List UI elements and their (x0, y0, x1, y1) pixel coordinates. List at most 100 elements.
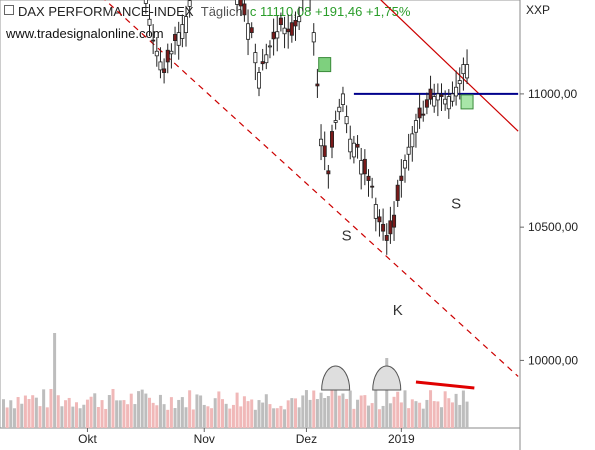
volume-bar (268, 404, 272, 428)
x-tick-label: Okt (78, 432, 97, 446)
volume-bar (111, 388, 115, 428)
volume-bar (5, 407, 9, 428)
volume-bar (326, 396, 330, 428)
candle-body (333, 120, 338, 123)
volume-bar (363, 395, 367, 428)
volume-bar (297, 407, 301, 428)
volume-bar (388, 403, 392, 428)
plot-frame (0, 0, 521, 429)
volume-bar (425, 399, 429, 428)
candle-body (457, 80, 462, 85)
volume-bar (242, 396, 246, 428)
candle-body (454, 86, 459, 97)
volume-bar (359, 395, 363, 428)
candle-body (443, 98, 448, 105)
volume-bar (294, 398, 297, 428)
volume-bar (345, 398, 349, 428)
candle-body (362, 158, 367, 175)
volume-bar (38, 406, 42, 428)
volume-bar (443, 391, 447, 428)
candle-body (282, 27, 287, 35)
candle-body (319, 138, 324, 147)
candle-body (337, 106, 342, 113)
volume-bar (290, 398, 294, 428)
candle-body (402, 160, 407, 169)
volume-bar (399, 402, 403, 428)
candle-body (187, 0, 192, 7)
volume-bar (231, 404, 235, 428)
volume-bar (166, 409, 170, 428)
volume-bar (217, 391, 221, 428)
candle-body (424, 99, 429, 108)
candle-body (406, 146, 411, 155)
volume-bar (228, 408, 232, 428)
volume-bar (235, 392, 239, 428)
candle-body (329, 131, 334, 148)
volume-bar (27, 399, 31, 428)
candle-body (151, 39, 156, 42)
volume-bar (34, 397, 38, 428)
candle-body (413, 120, 418, 133)
candle-body (384, 235, 389, 241)
volume-bar (319, 392, 323, 428)
volume-bar (151, 402, 155, 428)
candle-body (435, 93, 440, 101)
candle-body (392, 214, 397, 228)
volume-bar (429, 390, 433, 428)
volume-bar (118, 400, 122, 428)
volume-bar (403, 390, 407, 428)
y-tick-label: 11000,00 (528, 87, 577, 101)
x-tick-label: Nov (194, 432, 215, 446)
y-tick-label: 10000,00 (528, 353, 578, 367)
volume-bar (100, 400, 104, 428)
volume-dome (321, 365, 351, 391)
volume-bar (454, 393, 458, 428)
volume-bar (213, 398, 217, 428)
volume-bar (42, 389, 46, 428)
pattern-label-s: S (451, 195, 461, 212)
volume-bar (450, 402, 454, 428)
volume-bar (312, 390, 316, 428)
candle-body (158, 61, 163, 71)
candle-body (242, 3, 247, 16)
volume-bar (334, 388, 338, 428)
source-url: www.tradesignalonline.com (6, 26, 164, 41)
volume-divergence-line (415, 380, 475, 390)
volume-bar (199, 395, 203, 428)
volume-bar (144, 393, 148, 428)
candle-body (154, 50, 159, 57)
candle-body (366, 175, 371, 181)
x-tick-label: Dez (296, 432, 317, 446)
interval-label: Täglich (200, 4, 243, 19)
candle-body (256, 72, 261, 89)
volume-bar (122, 400, 126, 428)
volume-bar (56, 395, 60, 428)
candle-body (278, 17, 283, 26)
volume-bar (421, 408, 425, 428)
volume-bar (370, 403, 374, 428)
candle-body (461, 64, 466, 75)
x-tick-label: 2019 (388, 432, 415, 446)
volume-bar (71, 406, 75, 428)
volume-bar (224, 403, 228, 428)
candle-body (260, 61, 265, 65)
candle-body (293, 19, 298, 27)
candle-body (465, 64, 470, 79)
lower-trend-line (104, 0, 519, 377)
volume-bar (206, 406, 210, 428)
candle-body (311, 32, 316, 43)
volume-bar (82, 404, 86, 428)
quote-text: c 11110,08 +191,46 +1,75% (249, 4, 411, 19)
volume-bar (89, 396, 93, 428)
candle-body (439, 94, 444, 97)
candle-body (253, 52, 258, 64)
volume-bar (396, 391, 400, 428)
candle-body (421, 113, 426, 116)
candle-body (165, 49, 170, 63)
volume-bar (410, 399, 414, 428)
candle-body (344, 116, 349, 125)
volume-bar (341, 393, 345, 428)
candle-body (395, 184, 400, 201)
volume-bar (158, 394, 162, 428)
volume-bar (85, 399, 89, 428)
